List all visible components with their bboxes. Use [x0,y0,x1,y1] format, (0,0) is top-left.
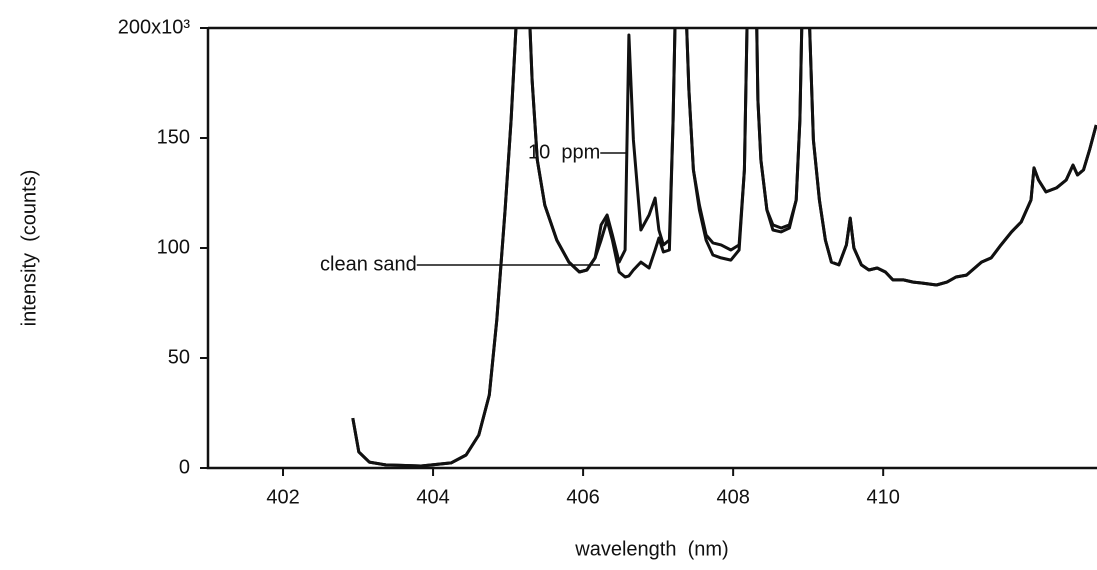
spectrum-line [351,28,1097,468]
y-tick-label: 150 [157,126,190,148]
plot-area [351,28,1097,468]
series-annotation: clean sand [320,253,417,275]
x-tick-label: 408 [716,486,749,508]
x-tick-label: 410 [867,486,900,508]
y-tick-label: 50 [168,346,190,368]
spectrum-line [351,28,1097,468]
y-tick-label: 0 [179,456,190,478]
x-tick-label: 406 [566,486,599,508]
series-annotation: 10 ppm [528,141,600,163]
x-tick-label: 404 [416,486,449,508]
y-axis-label: intensity (counts) [18,170,40,327]
y-tick-label: 200x10³ [118,16,191,38]
x-axis-label: wavelength (nm) [574,538,728,560]
plot-frame [206,26,1097,470]
y-tick-label: 100 [157,236,190,258]
x-tick-label: 402 [266,486,299,508]
